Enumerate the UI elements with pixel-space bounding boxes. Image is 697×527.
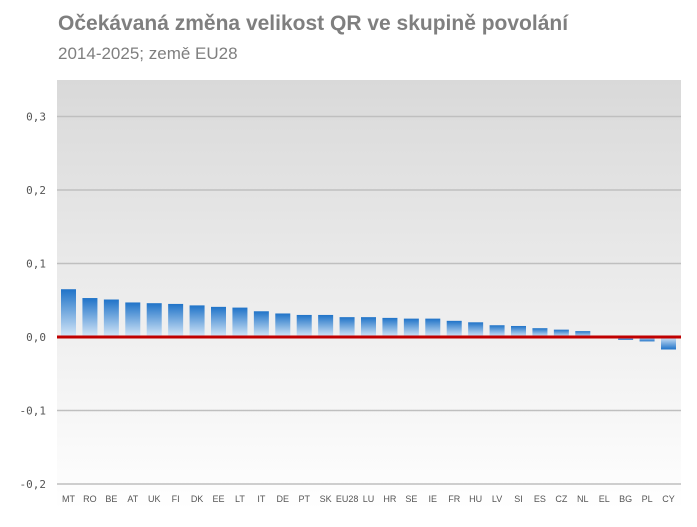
- y-tick-label: -0,1: [20, 405, 47, 418]
- y-tick-label: 0,1: [26, 258, 46, 271]
- x-tick-label: DK: [191, 494, 204, 504]
- bar-es: [532, 328, 548, 337]
- x-tick-label: SI: [514, 494, 523, 504]
- bar-pl: [639, 337, 655, 342]
- x-tick-label: AT: [127, 494, 138, 504]
- x-tick-label: LV: [492, 494, 502, 504]
- x-tick-label: BE: [105, 494, 117, 504]
- bar-hu: [468, 322, 484, 337]
- chart-subtitle: 2014-2025; země EU28: [58, 44, 238, 63]
- bars: [61, 289, 676, 350]
- bar-fi: [168, 303, 184, 337]
- bar-hr: [382, 317, 398, 337]
- x-tick-label: BG: [619, 494, 632, 504]
- x-tick-label: FR: [448, 494, 460, 504]
- bar-mt: [61, 289, 76, 337]
- x-tick-label: PL: [642, 494, 653, 504]
- bar-dk: [189, 305, 205, 337]
- bar-be: [103, 299, 119, 337]
- x-tick-label: IT: [257, 494, 266, 504]
- plot-area: [57, 80, 681, 510]
- x-tick-label: DE: [277, 494, 290, 504]
- x-tick-label: CZ: [555, 494, 567, 504]
- y-tick-label: 0,2: [26, 184, 46, 197]
- bar-fr: [446, 320, 462, 337]
- y-tick-label: 0,0: [26, 331, 46, 344]
- x-tick-label: EE: [212, 494, 224, 504]
- bar-ie: [425, 318, 441, 337]
- y-tick-label: -0,2: [20, 478, 47, 491]
- x-tick-label: SK: [320, 494, 332, 504]
- x-axis: MT RO BE AT UK FI DK EE LT IT DE PT SK EU28 LU HR SE IE FR…: [62, 494, 675, 504]
- x-tick-label: LU: [363, 494, 375, 504]
- bar-cy: [661, 337, 676, 350]
- x-tick-label: UK: [148, 494, 161, 504]
- x-tick-label: NL: [577, 494, 589, 504]
- x-tick-label: LT: [235, 494, 245, 504]
- y-axis: 0,3 0,2 0,1 0,0 -0,1 -0,2: [20, 111, 47, 492]
- x-tick-label: SE: [405, 494, 417, 504]
- y-tick-label: 0,3: [26, 111, 46, 124]
- bar-cz: [553, 329, 569, 337]
- x-tick-label: PT: [298, 494, 310, 504]
- bar-eu28: [339, 317, 355, 337]
- bar-uk: [146, 303, 162, 337]
- bar-lt: [232, 307, 248, 337]
- bar-sk: [318, 314, 334, 337]
- x-tick-label: EU28: [336, 494, 359, 504]
- bar-si: [511, 325, 526, 337]
- x-tick-label: HR: [383, 494, 396, 504]
- bar-lu: [361, 317, 376, 337]
- bar-at: [125, 302, 141, 337]
- bar-nl: [575, 331, 591, 337]
- bar-de: [275, 313, 291, 337]
- chart-title: Očekávaná změna velikost QR ve skupině p…: [58, 12, 569, 35]
- bar-ee: [211, 306, 226, 337]
- x-tick-label: ES: [534, 494, 546, 504]
- bar-se: [403, 318, 419, 337]
- x-tick-label: HU: [469, 494, 482, 504]
- grid-lines: [57, 115, 681, 485]
- bar-it: [253, 311, 269, 337]
- x-tick-label: RO: [83, 494, 97, 504]
- bar-ro: [82, 298, 98, 337]
- x-tick-label: CY: [662, 494, 675, 504]
- bar-lv: [489, 325, 505, 337]
- x-tick-label: MT: [62, 494, 75, 504]
- x-tick-label: EL: [599, 494, 610, 504]
- x-tick-label: FI: [172, 494, 180, 504]
- bar-pt: [296, 314, 312, 337]
- x-tick-label: IE: [429, 494, 438, 504]
